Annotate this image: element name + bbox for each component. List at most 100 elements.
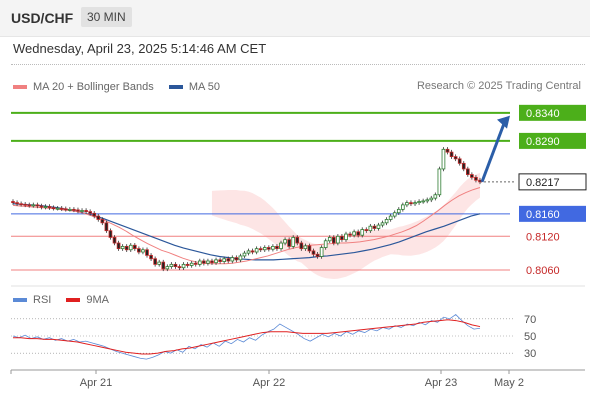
ma50-label: MA 50: [188, 81, 221, 93]
candle-body: [76, 209, 80, 212]
ma50-swatch: [168, 85, 183, 89]
legend-ma50: MA 50: [168, 81, 221, 93]
candle-body: [141, 249, 145, 253]
candle-body: [376, 224, 381, 229]
candle-body: [124, 245, 129, 251]
candle-body: [405, 202, 409, 206]
candle-body: [104, 222, 109, 232]
legend-ma9: 9MA: [66, 294, 109, 306]
candle-body: [453, 156, 458, 160]
candle-body: [169, 263, 174, 268]
candle-body: [153, 258, 157, 265]
candle-body: [185, 263, 190, 266]
candle-body: [295, 237, 300, 244]
candle-body: [47, 206, 52, 209]
candle-body: [84, 210, 88, 213]
candle-body: [279, 242, 283, 250]
ma9-swatch: [66, 298, 81, 302]
candle-body: [145, 249, 149, 256]
copyright-notice: Research © 2025 Trading Central: [416, 80, 581, 92]
candle-body: [340, 235, 344, 241]
candle-body: [149, 254, 153, 260]
candle-body: [267, 247, 271, 250]
candle-body: [360, 229, 365, 236]
candle-body: [177, 266, 182, 269]
candle-body: [11, 201, 15, 204]
level-label-bg-0.8160: [519, 205, 586, 222]
candle-body: [15, 202, 19, 205]
candle-body: [303, 245, 308, 250]
candle-body: [461, 162, 466, 170]
datetime-label: Wednesday, April 23, 2025 5:14:46 AM CET: [13, 41, 267, 56]
candle-body: [157, 261, 162, 265]
symbol-label: USD/CHF: [11, 10, 74, 26]
candle-body: [364, 229, 369, 232]
candle-body: [291, 237, 296, 247]
ma50-line: [12, 203, 481, 261]
candle-body: [206, 260, 210, 264]
ma9-label: 9MA: [86, 294, 110, 306]
candle-body: [457, 158, 462, 164]
candle-body: [246, 250, 251, 254]
candle-body: [250, 250, 255, 253]
candle-body: [262, 247, 267, 251]
candle-body: [197, 260, 202, 265]
rsi-tick-30: 30: [524, 348, 536, 360]
candle-body: [173, 263, 178, 268]
ma20-swatch: [13, 85, 27, 89]
candle-body: [133, 244, 137, 250]
candle-body: [413, 202, 417, 205]
candle-body: [137, 248, 141, 253]
timeframe-badge[interactable]: 30 MIN: [81, 7, 132, 27]
candle-body: [210, 260, 214, 264]
candle-body: [19, 203, 23, 206]
candle-body: [80, 210, 84, 212]
candle-body: [352, 231, 356, 236]
ma20-line: [12, 186, 481, 265]
header-divider: [11, 64, 585, 65]
candle-body: [319, 247, 324, 257]
candle-body: [51, 207, 56, 210]
candle-body: [92, 212, 97, 217]
candle-body: [193, 262, 198, 265]
candle-body: [299, 242, 304, 250]
candle-body: [226, 258, 231, 262]
level-label-0.8340: 0.8340: [526, 108, 560, 120]
rsi-tick-50: 50: [524, 331, 536, 343]
candle-body: [470, 174, 474, 178]
candle-body: [380, 222, 385, 226]
candle-body: [27, 204, 32, 207]
rsi-ma9-line: [13, 319, 481, 355]
candle-body: [401, 204, 405, 210]
candle-body: [396, 208, 401, 214]
candle-body: [271, 245, 275, 250]
forecast-arrow-shaft: [480, 123, 506, 183]
candle-body: [112, 237, 117, 244]
candle-body: [39, 205, 44, 208]
candle-body: [283, 239, 287, 244]
candle-body: [433, 194, 438, 199]
x-tick-label: Apr 21: [80, 377, 112, 389]
candle-body: [327, 237, 332, 242]
candle-body: [59, 207, 64, 210]
rsi-legend: RSI 9MA: [13, 293, 121, 306]
level-label-bg-0.8290: [519, 132, 586, 149]
candle-body: [421, 200, 425, 203]
candle-body: [311, 250, 316, 255]
level-label-0.8060: 0.8060: [526, 265, 560, 277]
candle-body: [409, 202, 413, 205]
x-tick-label: Apr 22: [253, 377, 285, 389]
bollinger-band: [211, 172, 480, 280]
candle-body: [429, 197, 434, 201]
candle-body: [189, 262, 194, 266]
candle-body: [331, 237, 336, 244]
candle-body: [344, 233, 348, 241]
candle-body: [120, 245, 125, 250]
legend-rsi: RSI: [13, 294, 51, 306]
candle-body: [63, 208, 68, 211]
candle-body: [218, 259, 222, 262]
candle-body: [323, 240, 328, 248]
rsi-swatch: [13, 298, 27, 302]
level-label-0.8120: 0.8120: [526, 231, 560, 243]
